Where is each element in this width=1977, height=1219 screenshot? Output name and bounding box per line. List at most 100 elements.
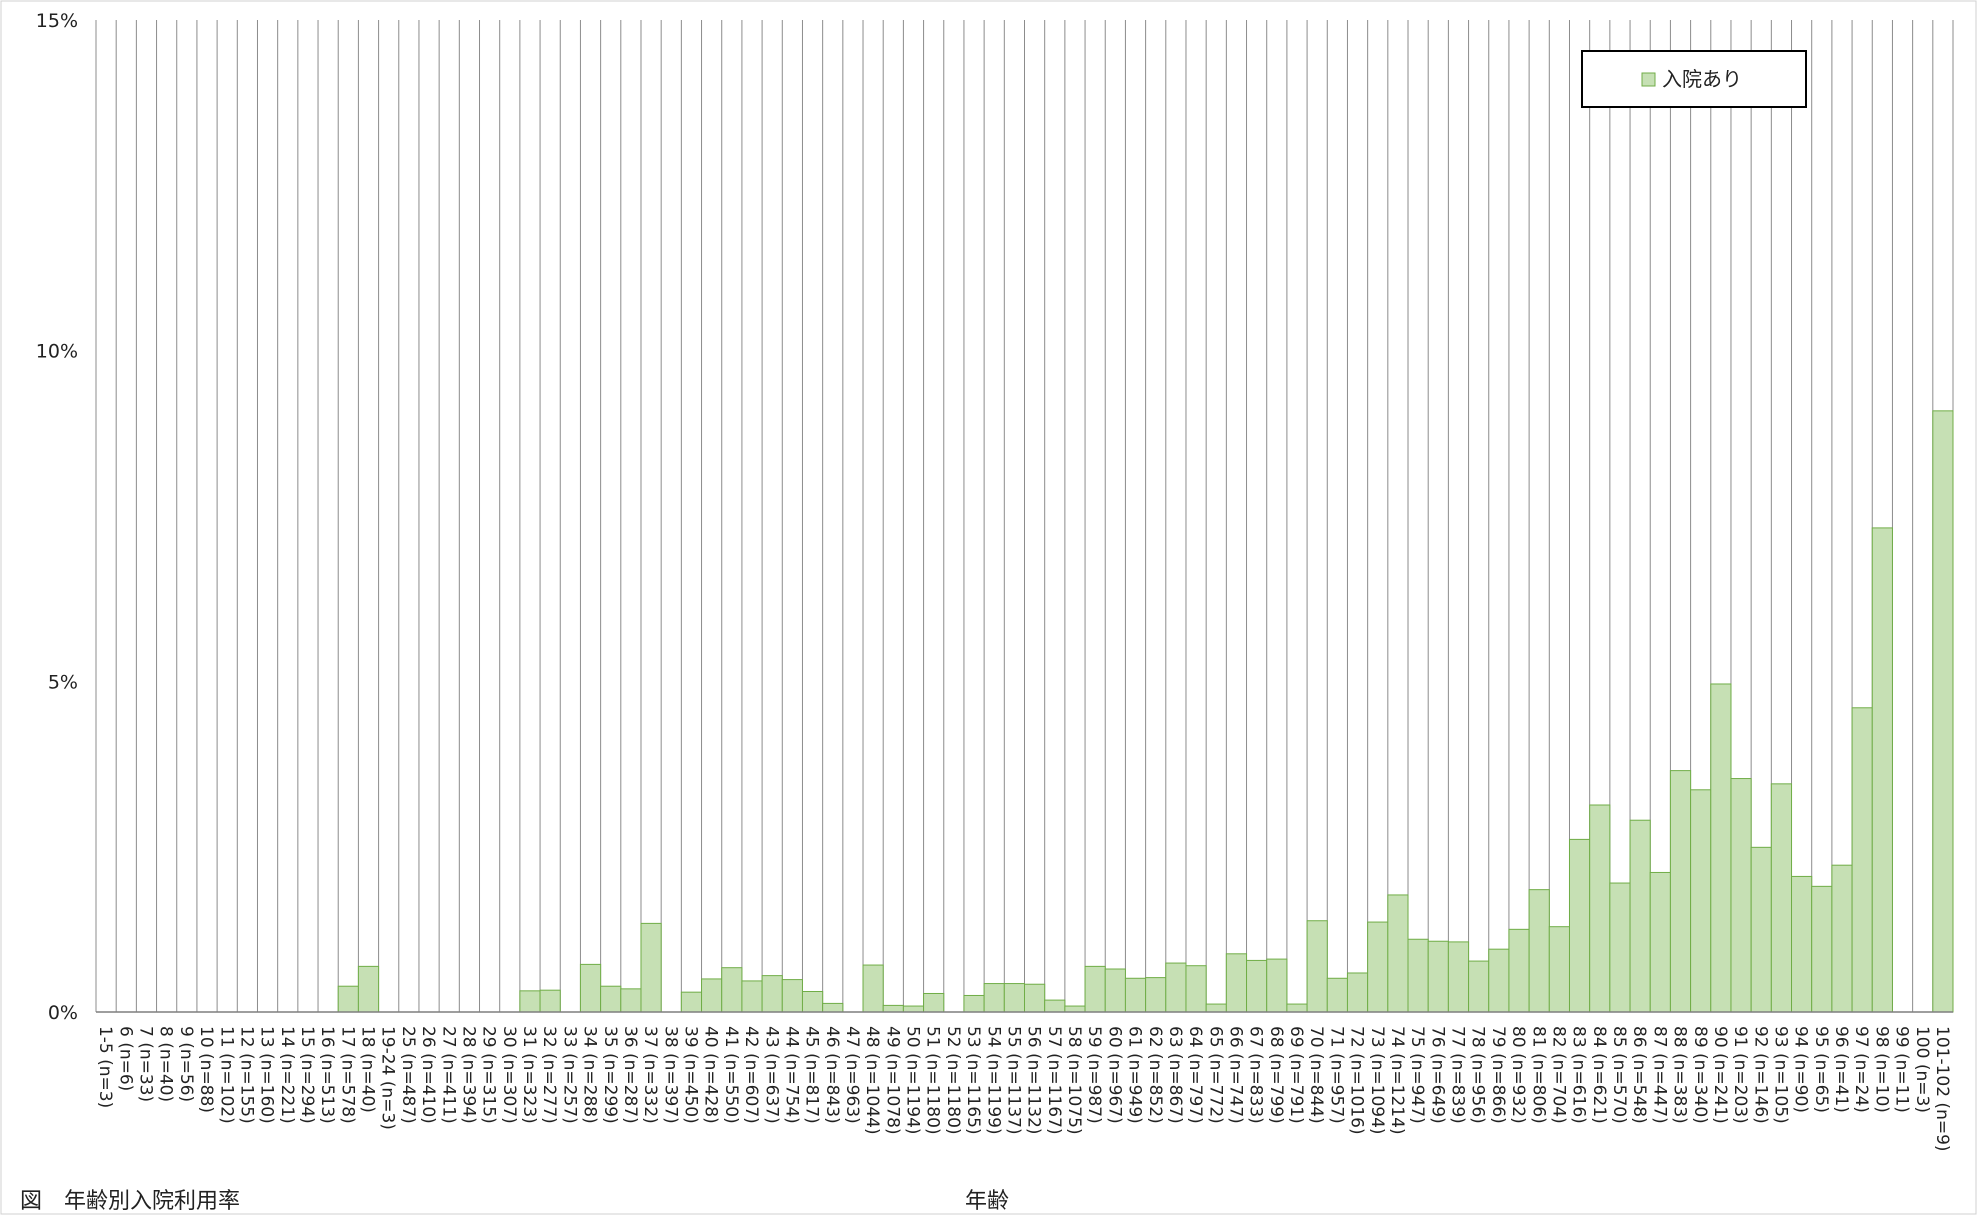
bar: [1508, 928, 1530, 1013]
x-tick-label: 10 (n=88): [196, 1026, 216, 1113]
x-tick-label: 89 (n=340): [1690, 1026, 1710, 1124]
x-tick-label: 65 (n=772): [1205, 1026, 1225, 1124]
x-tick-label: 39 (n=450): [681, 1026, 701, 1124]
bar: [1104, 968, 1126, 1013]
x-tick-label: 14 (n=221): [277, 1026, 297, 1124]
bar: [1932, 410, 1954, 1013]
x-tick-label: 35 (n=299): [600, 1026, 620, 1124]
bar: [1811, 885, 1833, 1013]
bar: [1730, 778, 1752, 1013]
x-tick-label: 25 (n=487): [398, 1026, 418, 1124]
x-tick-label: 44 (n=754): [781, 1026, 801, 1124]
bar: [539, 989, 561, 1013]
bar: [579, 963, 602, 1013]
legend-box: [1581, 50, 1807, 108]
x-tick-label: 101-102 (n=9): [1932, 1026, 1952, 1152]
bar: [600, 985, 622, 1013]
bar: [1165, 962, 1187, 1013]
bar: [1326, 977, 1348, 1013]
x-tick-label: 69 (n=791): [1286, 1026, 1306, 1124]
x-tick-label: 59 (n=987): [1084, 1026, 1104, 1124]
x-tick-label: 78 (n=956): [1468, 1026, 1488, 1124]
x-tick-label: 48 (n=1044): [862, 1026, 882, 1135]
x-tick-label: 40 (n=428): [701, 1026, 721, 1124]
bar: [1649, 871, 1671, 1013]
bar: [741, 980, 763, 1013]
bar: [1346, 972, 1369, 1013]
bar: [1407, 938, 1429, 1013]
bar: [1447, 941, 1470, 1013]
x-tick-label: 17 (n=578): [337, 1026, 357, 1124]
x-tick-label: 29 (n=315): [479, 1026, 499, 1124]
bar: [761, 975, 783, 1013]
bar: [1528, 889, 1550, 1013]
y-tick-label: 15%: [36, 10, 78, 32]
x-tick-label: 88 (n=383): [1670, 1026, 1690, 1124]
x-tick-label: 12 (n=155): [236, 1026, 256, 1124]
x-tick-label: 96 (n=41): [1831, 1026, 1851, 1113]
bar: [801, 990, 824, 1013]
x-tick-label: 8 (n=40): [156, 1026, 176, 1102]
x-tick-label: 61 (n=949): [1125, 1026, 1145, 1124]
bar: [862, 964, 884, 1013]
x-tick-label: 1-5 (n=3): [95, 1026, 115, 1108]
x-tick-label: 93 (n=105): [1770, 1026, 1790, 1124]
x-tick-label: 68 (n=799): [1266, 1026, 1286, 1124]
x-tick-label: 87 (n=447): [1649, 1026, 1669, 1124]
bar: [983, 983, 1005, 1013]
bar: [1024, 983, 1046, 1013]
y-tick-label: 10%: [36, 341, 78, 363]
bar: [1003, 983, 1026, 1013]
x-tick-label: 33 (n=257): [559, 1026, 579, 1124]
bar: [1145, 977, 1167, 1013]
bar: [1710, 683, 1732, 1013]
figure-caption: 図 年齢別入院利用率: [20, 1189, 241, 1214]
bar: [1791, 875, 1813, 1013]
x-tick-label: 99 (n=11): [1892, 1026, 1912, 1113]
x-tick-label: 6 (n=6): [115, 1026, 135, 1091]
x-tick-label: 58 (n=1075): [1064, 1026, 1084, 1135]
bar: [1568, 838, 1591, 1013]
x-tick-label: 46 (n=843): [822, 1026, 842, 1124]
x-tick-label: 57 (n=1167): [1044, 1026, 1064, 1135]
x-tick-label: 47 (n=963): [842, 1026, 862, 1124]
x-tick-label: 13 (n=160): [257, 1026, 277, 1124]
x-tick-label: 30 (n=307): [499, 1026, 519, 1124]
x-tick-label: 56 (n=1132): [1024, 1026, 1044, 1135]
x-tick-label: 31 (n=323): [519, 1026, 539, 1124]
bar: [1589, 804, 1611, 1013]
x-tick-label: 45 (n=817): [802, 1026, 822, 1124]
bar: [781, 979, 803, 1013]
x-tick-label: 50 (n=1194): [903, 1026, 923, 1135]
bar: [721, 967, 743, 1013]
x-tick-label: 67 (n=833): [1246, 1026, 1266, 1124]
x-tick-label: 66 (n=747): [1225, 1026, 1245, 1124]
x-tick-label: 81 (n=806): [1528, 1026, 1548, 1124]
x-tick-label: 71 (n=957): [1326, 1026, 1346, 1124]
x-tick-label: 98 (n=10): [1871, 1026, 1891, 1113]
bar: [1044, 999, 1066, 1013]
x-tick-label: 84 (n=621): [1589, 1026, 1609, 1124]
bar: [701, 978, 723, 1013]
x-tick-label: 74 (n=1214): [1387, 1026, 1407, 1135]
bar: [1488, 948, 1510, 1013]
bar: [620, 988, 642, 1013]
bar: [1427, 940, 1449, 1013]
legend-label: 入院あり: [1662, 67, 1742, 91]
bar: [1246, 959, 1268, 1013]
bar: [882, 1004, 904, 1013]
bar: [1225, 953, 1248, 1013]
x-tick-label: 42 (n=607): [741, 1026, 761, 1124]
x-tick-label: 55 (n=1137): [1003, 1026, 1023, 1135]
x-tick-label: 82 (n=704): [1548, 1026, 1568, 1124]
x-tick-label: 26 (n=410): [418, 1026, 438, 1124]
x-tick-label: 76 (n=649): [1427, 1026, 1447, 1124]
x-tick-label: 11 (n=102): [216, 1026, 236, 1124]
x-tick-label: 9 (n=56): [176, 1026, 196, 1102]
y-tick-label: 5%: [48, 671, 78, 693]
x-tick-label: 94 (n=90): [1791, 1026, 1811, 1113]
bar: [1306, 920, 1328, 1013]
x-tick-label: 43 (n=637): [761, 1026, 781, 1124]
x-tick-label: 60 (n=967): [1104, 1026, 1124, 1124]
